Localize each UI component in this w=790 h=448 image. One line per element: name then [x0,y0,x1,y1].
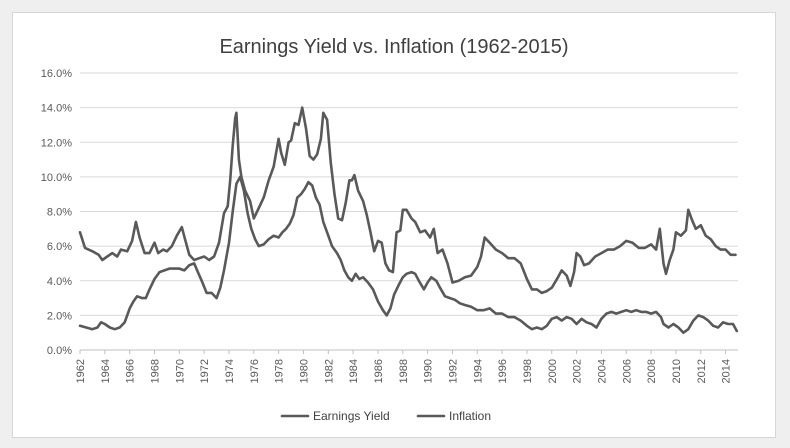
series-lines [78,106,739,335]
x-tick-label: 2012 [696,359,708,383]
legend: Earnings Yield Inflation [280,409,491,423]
x-tick-label: 1982 [323,359,335,383]
y-tick-label: 10.0% [41,172,72,184]
x-tick-label: 1990 [423,359,435,383]
x-tick-label: 1972 [199,359,211,383]
x-tick-label: 1992 [447,359,459,383]
y-axis-ticks: 0.0% 2.0% 4.0% 6.0% 8.0% 10.0% 12.0% 14.0% 16.0% [41,68,72,357]
x-tick-label: 1998 [522,359,534,383]
x-tick-label: 2006 [621,359,633,383]
x-tick-label: 1984 [348,359,360,383]
x-tick-label: 1980 [298,359,310,383]
series-line-earnings-yield [78,106,737,295]
x-tick-label: 1966 [125,359,137,383]
x-tick-label: 1968 [149,359,161,383]
x-tick-label: 1978 [274,359,286,383]
gridlines [80,72,738,351]
x-tick-label: 2008 [646,359,658,383]
x-axis-ticks: 1962 1964 1966 1968 1970 1972 1974 1976 1978 1980… [75,350,733,383]
x-tick-label: 1994 [472,359,484,383]
x-tick-label: 2004 [596,359,608,383]
y-tick-label: 12.0% [41,137,72,149]
y-tick-label: 16.0% [41,68,72,80]
x-tick-label: 2010 [671,359,683,383]
chart-title: Earnings Yield vs. Inflation (1962-2015) [219,36,568,58]
y-tick-label: 8.0% [47,207,72,219]
legend-label-earnings-yield: Earnings Yield [313,409,390,423]
x-tick-label: 1988 [398,359,410,383]
y-tick-label: 4.0% [47,276,72,288]
y-tick-label: 0.0% [47,345,72,357]
legend-label-inflation: Inflation [449,409,491,423]
x-tick-label: 2002 [572,359,584,383]
series-line-inflation [78,175,739,335]
x-tick-label: 1962 [75,359,87,383]
chart-frame [12,12,776,438]
y-tick-label: 14.0% [41,103,72,115]
x-tick-label: 2000 [547,359,559,383]
x-tick-label: 1974 [224,359,236,383]
x-tick-label: 2014 [721,359,733,383]
x-tick-label: 1976 [249,359,261,383]
x-tick-label: 1970 [174,359,186,383]
x-tick-label: 1986 [373,359,385,383]
y-tick-label: 6.0% [47,241,72,253]
x-tick-label: 1996 [497,359,509,383]
x-tick-label: 1964 [100,359,112,383]
y-tick-label: 2.0% [47,310,72,322]
